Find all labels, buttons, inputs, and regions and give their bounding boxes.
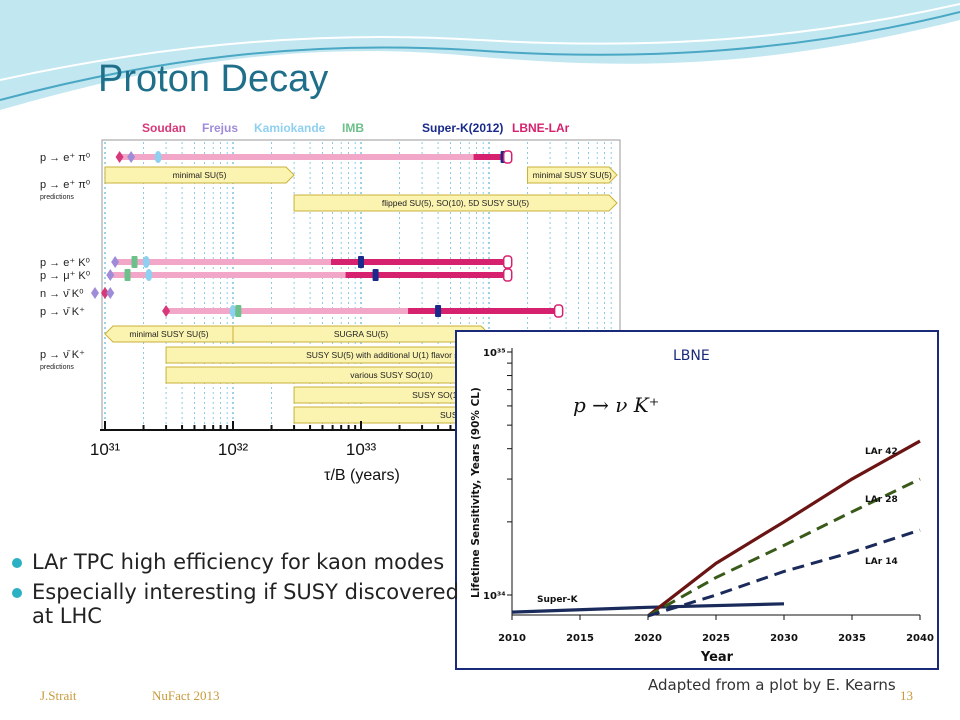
- limit-bar: [115, 259, 508, 265]
- y-tick-label: 10³⁴: [483, 591, 506, 602]
- x-axis-label: Year: [700, 650, 734, 665]
- frejus-marker: [106, 287, 115, 299]
- series-line-lar-28: [647, 477, 921, 618]
- series-line-lar-42: [647, 439, 921, 618]
- imb-marker: [131, 256, 138, 268]
- bullet-text: Especially interesting if SUSY discovere…: [32, 580, 459, 628]
- bullet-dot-icon: [12, 588, 22, 598]
- prediction-label: minimal SUSY SU(5): [533, 170, 612, 180]
- y-tick-label: 10³⁵: [483, 348, 506, 359]
- soudan-marker: [162, 305, 171, 317]
- x-tick-label: 2035: [838, 633, 866, 644]
- reaction-annotation: p → ν K⁺: [573, 393, 659, 417]
- prediction-label: SUGRA SU(5): [334, 329, 388, 339]
- lbne-marker: [502, 150, 513, 164]
- bullet-list: LAr TPC high efficiency for kaon modes E…: [10, 550, 480, 634]
- legend-kamiokande: Kamiokande: [254, 121, 326, 135]
- prediction-label: various SUSY SO(10): [350, 370, 433, 380]
- legend-super-k-2012-: Super-K(2012): [422, 121, 503, 135]
- superk-marker: [358, 256, 364, 268]
- series-label-lar-14: LAr 14: [865, 557, 898, 567]
- footer-author: J.Strait: [40, 688, 77, 703]
- series-label-super-k: Super-K: [537, 595, 579, 605]
- series-label-lar-42: LAr 42: [865, 447, 898, 457]
- x-tick-label: 2040: [906, 633, 934, 644]
- limit-bar-strong: [473, 154, 508, 160]
- kamiokande-marker: [229, 305, 237, 317]
- x-tick-label: 2025: [702, 633, 730, 644]
- footer-event: NuFact 2013: [152, 688, 220, 703]
- prediction-arrow: [527, 166, 618, 184]
- channel-label: p → μ⁺ K⁰: [40, 270, 91, 282]
- x-tick-label: 10³³: [346, 440, 377, 459]
- bullet-item: Especially interesting if SUSY discovere…: [10, 580, 480, 628]
- lbne-sensitivity-chart: LBNE p → ν K⁺ 10³⁵ 10³⁴ 2010 2015 2020 2025 2030…: [455, 330, 939, 670]
- superk-marker: [372, 269, 379, 281]
- prediction-label: minimal SUSY SU(5): [129, 329, 208, 339]
- imb-marker: [124, 269, 131, 281]
- footer-page-number: 13: [900, 688, 913, 703]
- lbne-marker: [553, 304, 564, 318]
- x-tick-label: 2030: [770, 633, 798, 644]
- limit-bar-strong: [408, 308, 559, 314]
- legend-frejus: Frejus: [202, 121, 238, 135]
- legend-soudan: Soudan: [142, 121, 186, 135]
- prediction-group-sublabel: predictions: [40, 364, 74, 371]
- channel-label: n → ν̄ K⁰: [40, 288, 84, 300]
- prediction-label: flipped SU(5), SO(10), 5D SUSY SU(5): [382, 198, 529, 208]
- frejus-marker: [106, 269, 115, 281]
- kamiokande-marker: [145, 269, 153, 281]
- limit-bar-strong: [331, 259, 508, 265]
- prediction-group-sublabel: predictions: [40, 194, 74, 201]
- series-label-lar-28: LAr 28: [865, 495, 898, 505]
- x-tick-label: 10³¹: [90, 440, 121, 459]
- x-tick-label: 2015: [566, 633, 594, 644]
- imb-marker: [235, 305, 242, 317]
- channel-label: p → e⁺ π⁰: [40, 152, 91, 164]
- prediction-label: minimal SU(5): [173, 170, 227, 180]
- figure-credit: Adapted from a plot by E. Kearns: [648, 676, 896, 694]
- legend-lbne-lar: LBNE-LAr: [512, 121, 570, 135]
- y-axis-label: Lifetime Sensitivity, Years (90% CL): [470, 387, 482, 598]
- prediction-group-label: p → e⁺ π⁰: [40, 179, 91, 191]
- kamiokande-marker: [154, 151, 162, 163]
- prediction-label: SUSY SU(5) with additional U(1) flavor s…: [306, 350, 477, 360]
- frejus-marker: [111, 256, 120, 268]
- limit-bar: [110, 272, 508, 278]
- prediction-arrow: [104, 166, 295, 184]
- kamiokande-marker: [142, 256, 150, 268]
- limit-bar: [166, 308, 559, 314]
- x-tick-label: 2020: [634, 633, 662, 644]
- bullet-dot-icon: [12, 558, 22, 568]
- superk-marker: [435, 305, 442, 317]
- x-tick-label: 10³²: [218, 440, 249, 459]
- channel-label: p → ν̄ K⁺: [40, 306, 85, 318]
- legend-imb: IMB: [342, 121, 364, 135]
- limit-bar: [119, 154, 508, 160]
- lbne-marker: [502, 268, 513, 282]
- x-axis-label: τ/B (years): [324, 467, 400, 484]
- channel-label: p → e⁺ K⁰: [40, 257, 91, 269]
- header-wave-decoration: [0, 0, 960, 110]
- chart-title: LBNE: [673, 348, 710, 364]
- lbne-marker: [502, 255, 513, 269]
- frejus-marker: [91, 287, 99, 299]
- bullet-text: LAr TPC high efficiency for kaon modes: [32, 550, 445, 574]
- prediction-group-label: p → ν̄ K⁺: [40, 349, 85, 361]
- series-line-lar-14: [647, 528, 921, 618]
- bullet-item: LAr TPC high efficiency for kaon modes: [10, 550, 480, 574]
- soudan-marker: [101, 287, 109, 299]
- soudan-marker: [115, 151, 124, 163]
- prediction-arrow: [293, 194, 618, 212]
- limit-bar-strong: [345, 272, 508, 278]
- x-tick-label: 2010: [498, 633, 526, 644]
- series-line-super-k: [511, 602, 785, 614]
- slide-title: Proton Decay: [98, 58, 329, 100]
